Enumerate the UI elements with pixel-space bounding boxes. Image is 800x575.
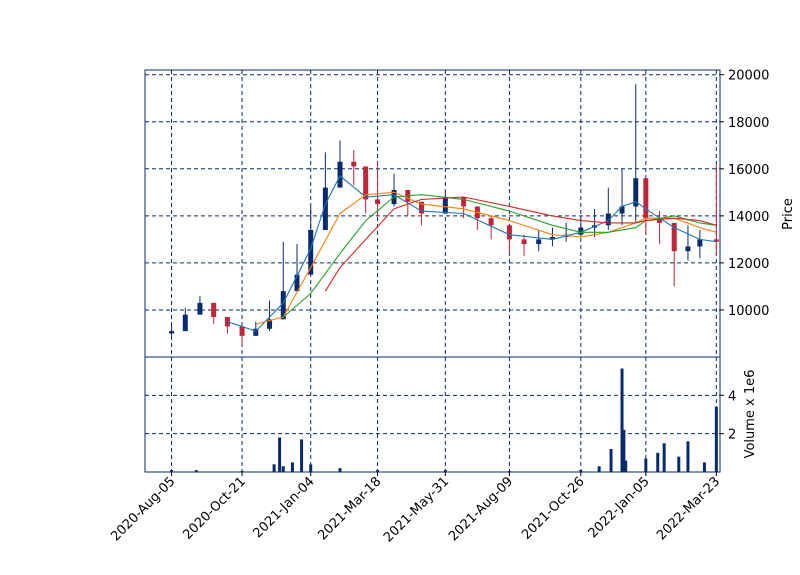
candle-body — [619, 206, 625, 214]
volume-tick-label: 2 — [728, 428, 736, 443]
candle-body — [442, 197, 448, 214]
volume-bar — [281, 466, 285, 472]
volume-bar — [702, 462, 706, 472]
x-tick-label: 2021-May-31 — [381, 474, 452, 545]
x-tick-label: 2021-Jan-04 — [251, 474, 318, 541]
x-tick-label: 2022-Jan-05 — [586, 474, 653, 541]
moving-average-line-3 — [282, 194, 717, 318]
x-tick-label: 2021-Oct-26 — [519, 474, 587, 542]
candle-body — [633, 178, 639, 207]
volume-bar — [686, 441, 690, 472]
volume-grid — [145, 357, 720, 472]
x-tick-label: 2021-Aug-09 — [446, 474, 516, 544]
candle-body — [239, 326, 245, 336]
candle-body — [375, 199, 381, 205]
x-tick-label: 2021-Mar-18 — [315, 474, 384, 543]
moving-average-line-1 — [227, 175, 717, 332]
candle-body — [671, 222, 677, 252]
volume-y-axis: 24 — [720, 389, 736, 443]
candle-body — [419, 201, 425, 214]
price-grid — [145, 70, 720, 357]
volume-bar — [376, 470, 380, 472]
candle-body — [182, 314, 188, 332]
volume-bar — [278, 437, 282, 472]
price-panel-frame — [144, 69, 721, 358]
price-y-axis: 10000 12000 14000 16000 18000 20000 — [720, 69, 769, 319]
candle-body — [549, 237, 555, 240]
candle-body — [643, 178, 649, 219]
volume-tick-label: 4 — [728, 389, 736, 404]
candle-body — [578, 227, 584, 235]
candle-body — [337, 161, 343, 188]
candle-body — [280, 291, 286, 320]
volume-bar — [622, 429, 626, 472]
price-tick-label: 12000 — [728, 257, 769, 272]
volume-bar — [609, 449, 613, 472]
volume-bar — [624, 460, 628, 472]
candle-body — [197, 302, 203, 315]
x-tick-label: 2020-Aug-05 — [108, 474, 178, 544]
moving-average-line-2 — [255, 191, 717, 325]
volume-axis-label: Volume x 1e6 — [743, 370, 758, 459]
volume-bar — [272, 464, 276, 472]
price-tick-label: 16000 — [728, 163, 769, 178]
volume-bar — [309, 464, 313, 472]
price-tick-label: 10000 — [728, 304, 769, 319]
candle-body — [488, 218, 494, 226]
candle-body — [685, 246, 691, 252]
volume-bar — [170, 470, 174, 472]
volume-bar — [677, 456, 681, 472]
x-tick-label: 2022-Mar-23 — [654, 474, 723, 543]
candle-body — [697, 239, 703, 247]
candle-body — [294, 274, 300, 292]
candle-body — [267, 319, 273, 329]
candle-body — [351, 161, 357, 167]
volume-bar — [338, 468, 342, 472]
price-tick-label: 20000 — [728, 69, 769, 84]
price-axis-label: Price — [781, 198, 796, 230]
candle-body — [308, 229, 314, 275]
candles — [169, 84, 719, 346]
candle-body — [253, 328, 259, 336]
candle-body — [211, 302, 217, 318]
x-axis: 2020-Aug-05 2020-Oct-21 2021-Jan-042021-Ma… — [108, 472, 723, 545]
volume-bar — [656, 452, 660, 472]
candle-body — [521, 239, 527, 245]
moving-average-lines — [227, 175, 717, 332]
candle-body — [169, 331, 175, 334]
volume-bar — [300, 439, 304, 472]
moving-average-line-4 — [324, 196, 717, 292]
candle-body — [461, 197, 467, 207]
candle-body — [713, 239, 719, 242]
volume-bar — [662, 443, 666, 472]
volume-bar — [579, 470, 583, 472]
volume-bar — [194, 470, 198, 472]
price-tick-label: 14000 — [728, 210, 769, 225]
volume-bar — [644, 458, 648, 472]
volume-bar — [290, 462, 294, 472]
volume-panel-frame — [144, 356, 721, 473]
candle-body — [605, 213, 611, 226]
volume-bars — [170, 368, 718, 472]
volume-bar — [620, 368, 624, 472]
candle-body — [657, 218, 663, 223]
candle-body — [506, 225, 512, 240]
volume-bar — [597, 466, 601, 472]
candle-body — [536, 239, 542, 245]
candle-body — [322, 187, 328, 230]
x-tick-label: 2020-Oct-21 — [180, 474, 248, 542]
volume-bar — [443, 470, 447, 472]
volume-bar — [714, 406, 718, 472]
price-tick-label: 18000 — [728, 116, 769, 131]
candle-body — [363, 166, 369, 200]
